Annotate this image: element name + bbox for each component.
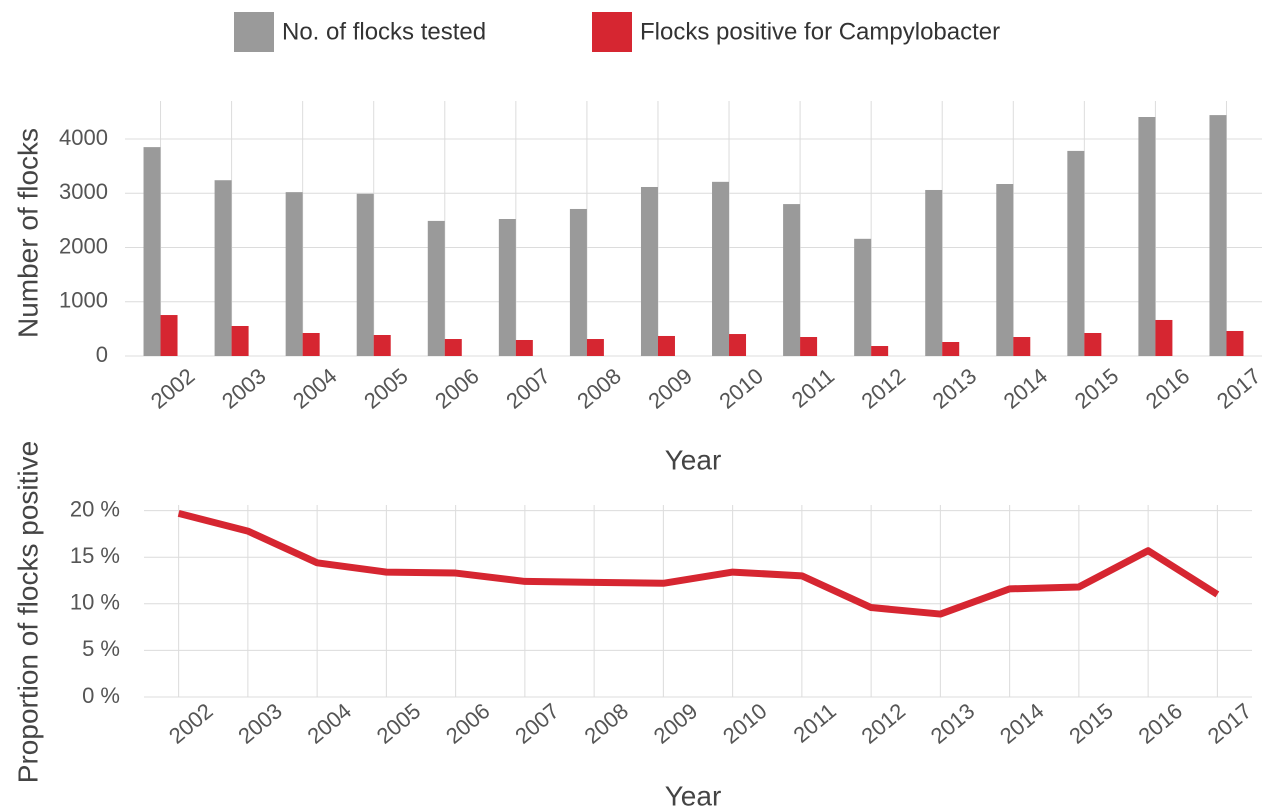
bar bbox=[427, 220, 445, 356]
y-tick-label: 1000 bbox=[59, 288, 108, 313]
x-tick-label: 2014 bbox=[999, 363, 1053, 414]
x-tick-label: 2006 bbox=[430, 363, 484, 414]
bar bbox=[160, 315, 178, 356]
x-tick-label: 2008 bbox=[572, 363, 626, 414]
x-tick-label: 2005 bbox=[372, 698, 426, 749]
legend-swatch bbox=[592, 12, 632, 52]
bar bbox=[302, 332, 320, 356]
bar bbox=[515, 339, 533, 356]
x-tick-label: 2017 bbox=[1203, 698, 1257, 749]
x-tick-label: 2013 bbox=[926, 698, 980, 749]
y-tick-label: 3000 bbox=[59, 179, 108, 204]
bar bbox=[942, 342, 960, 356]
y-tick-label: 4000 bbox=[59, 125, 108, 150]
bar bbox=[1013, 337, 1031, 356]
bar bbox=[498, 219, 516, 356]
bar bbox=[569, 208, 587, 356]
y-axis-title: Proportion of flocks positive bbox=[12, 441, 43, 783]
bar bbox=[444, 339, 462, 356]
legend-label: No. of flocks tested bbox=[282, 18, 486, 45]
x-tick-label: 2010 bbox=[718, 698, 772, 749]
x-tick-label: 2005 bbox=[359, 363, 413, 414]
bar bbox=[586, 339, 604, 356]
bar bbox=[871, 346, 889, 356]
legend-swatch bbox=[234, 12, 274, 52]
bar bbox=[1155, 319, 1173, 356]
x-tick-label: 2006 bbox=[441, 698, 495, 749]
x-tick-label: 2011 bbox=[789, 698, 841, 748]
x-tick-label: 2007 bbox=[510, 698, 564, 749]
bar bbox=[356, 193, 374, 356]
x-tick-label: 2013 bbox=[928, 363, 982, 414]
y-tick-label: 0 bbox=[96, 342, 108, 367]
bar bbox=[640, 186, 658, 356]
x-tick-label: 2002 bbox=[146, 363, 200, 414]
x-tick-label: 2003 bbox=[233, 698, 287, 749]
x-tick-label: 2007 bbox=[501, 363, 555, 414]
bar bbox=[729, 334, 747, 356]
bar bbox=[800, 337, 818, 356]
bar bbox=[1226, 330, 1244, 356]
x-tick-label: 2011 bbox=[787, 363, 839, 413]
y-axis-title: Number of flocks bbox=[12, 128, 43, 338]
x-tick-label: 2017 bbox=[1212, 363, 1262, 414]
x-tick-label: 2003 bbox=[217, 363, 271, 414]
bar bbox=[657, 335, 675, 356]
x-tick-label: 2012 bbox=[857, 363, 911, 414]
bar bbox=[214, 180, 232, 356]
bar bbox=[1138, 117, 1156, 357]
x-tick-label: 2008 bbox=[580, 698, 634, 749]
bar bbox=[1067, 150, 1085, 356]
x-tick-label: 2014 bbox=[995, 698, 1049, 749]
x-tick-label: 2004 bbox=[288, 363, 342, 414]
bar bbox=[996, 184, 1014, 356]
line bbox=[177, 509, 1220, 618]
x-tick-label: 2004 bbox=[303, 698, 357, 749]
y-tick-label: 0 % bbox=[82, 683, 120, 708]
bar bbox=[231, 325, 249, 356]
x-tick-label: 2015 bbox=[1064, 698, 1118, 749]
y-tick-label: 2000 bbox=[59, 233, 108, 258]
x-tick-label: 2009 bbox=[649, 698, 703, 749]
bar bbox=[285, 192, 303, 356]
x-tick-label: 2009 bbox=[643, 363, 697, 414]
y-tick-label: 15 % bbox=[70, 543, 120, 568]
y-tick-label: 5 % bbox=[82, 636, 120, 661]
y-tick-label: 20 % bbox=[70, 496, 120, 521]
x-tick-label: 2012 bbox=[857, 698, 911, 749]
x-tick-label: 2002 bbox=[164, 698, 218, 749]
x-tick-label: 2010 bbox=[714, 363, 768, 414]
x-axis-title: Year bbox=[665, 780, 722, 811]
x-tick-label: 2016 bbox=[1134, 698, 1188, 749]
bar bbox=[143, 147, 161, 356]
x-axis-title: Year bbox=[665, 444, 722, 475]
y-tick-label: 10 % bbox=[70, 590, 120, 615]
x-tick-label: 2016 bbox=[1141, 363, 1195, 414]
x-tick-label: 2015 bbox=[1070, 363, 1124, 414]
bar bbox=[373, 335, 391, 356]
legend-label: Flocks positive for Campylobacter bbox=[640, 18, 1000, 45]
bar bbox=[1209, 115, 1227, 356]
bar bbox=[925, 189, 943, 356]
bar bbox=[712, 181, 730, 356]
bar bbox=[854, 238, 872, 356]
bar bbox=[783, 204, 801, 356]
bar bbox=[1084, 332, 1102, 356]
